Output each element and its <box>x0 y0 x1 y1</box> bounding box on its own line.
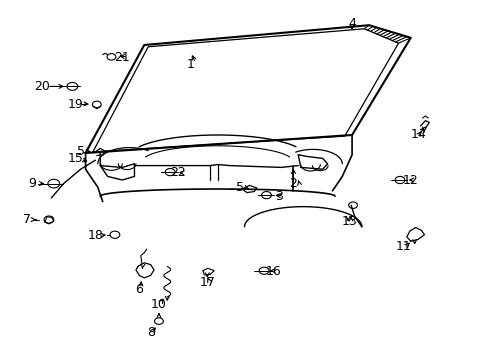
Text: 7: 7 <box>23 213 31 226</box>
Text: 19: 19 <box>68 98 83 111</box>
Text: 16: 16 <box>265 265 281 278</box>
Text: 10: 10 <box>151 298 166 311</box>
Text: 9: 9 <box>28 177 36 190</box>
Text: 2: 2 <box>289 177 297 190</box>
Text: 14: 14 <box>409 129 425 141</box>
Text: 11: 11 <box>395 240 410 253</box>
Text: 4: 4 <box>347 17 355 30</box>
Text: 18: 18 <box>87 229 103 242</box>
Text: 15: 15 <box>68 152 83 165</box>
Text: 6: 6 <box>135 283 143 296</box>
Text: 3: 3 <box>274 190 282 203</box>
Text: 8: 8 <box>147 327 155 339</box>
Text: 12: 12 <box>402 174 418 186</box>
Text: 17: 17 <box>200 276 215 289</box>
Text: 21: 21 <box>114 51 130 64</box>
Text: 5: 5 <box>235 181 243 194</box>
Text: 22: 22 <box>170 166 186 179</box>
Text: 5: 5 <box>77 145 84 158</box>
Text: 20: 20 <box>34 80 49 93</box>
Text: 1: 1 <box>186 58 194 71</box>
Text: 13: 13 <box>341 215 357 228</box>
